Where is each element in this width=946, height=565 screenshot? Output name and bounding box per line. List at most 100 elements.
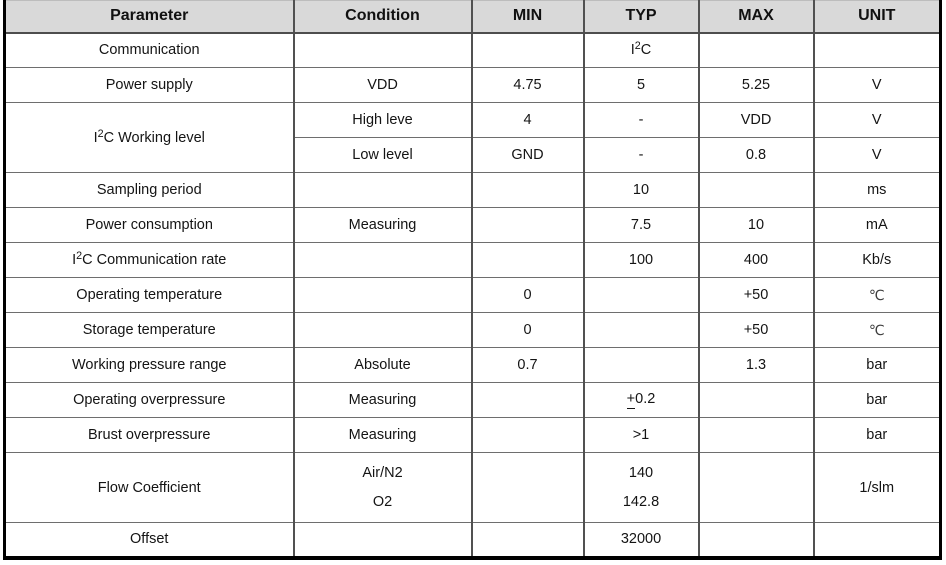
- cell-r13-parameter: Offset: [3, 522, 295, 558]
- table-row: Brust overpressure Measuring >1 bar: [3, 417, 942, 453]
- cell-r11-unit: bar: [812, 417, 942, 453]
- cell-r9-typ: [582, 347, 700, 383]
- cell-r7-unit: ℃: [812, 277, 942, 313]
- table-row: Storage temperature 0 +50 ℃: [3, 312, 942, 348]
- cell-r1-unit: V: [812, 67, 942, 103]
- cell-r0-parameter: Communication: [3, 32, 295, 68]
- cell-r10-condition: Measuring: [292, 382, 473, 418]
- cell-r13-max: [697, 522, 815, 558]
- cell-r9-min: 0.7: [470, 347, 585, 383]
- cell-r2-typ: -: [582, 102, 700, 138]
- column-header-min: MIN: [470, 0, 585, 34]
- cell-r13-unit: [812, 522, 942, 558]
- cell-r5-min: [470, 207, 585, 243]
- cell-r3-unit: V: [812, 137, 942, 173]
- cell-line: Air/N2: [362, 464, 403, 481]
- cell-r4-max: [697, 172, 815, 208]
- cell-r11-parameter: Brust overpressure: [3, 417, 295, 453]
- column-header-typ: TYP: [582, 0, 700, 34]
- table-row: Communication I2C: [3, 32, 942, 68]
- cell-r6-typ: 100: [582, 242, 700, 278]
- cell-r8-max: +50: [697, 312, 815, 348]
- cell-r13-condition: [292, 522, 473, 558]
- specification-table: Parameter Condition MIN TYP MAX UNIT Communic…: [3, 0, 942, 560]
- cell-r0-unit: [812, 32, 942, 68]
- cell-r13-typ: 32000: [582, 522, 700, 558]
- degree-celsius-unit: ℃: [868, 286, 885, 303]
- cell-r2-max: VDD: [697, 102, 815, 138]
- column-header-unit: UNIT: [812, 0, 942, 34]
- cell-r1-parameter: Power supply: [3, 67, 295, 103]
- cell-r12-unit: 1/slm: [812, 452, 942, 523]
- cell-line: 142.8: [622, 493, 660, 510]
- cell-r0-typ: I2C: [582, 32, 700, 68]
- cell-r0-max: [697, 32, 815, 68]
- table-row: Operating overpressure Measuring +0.2 bar: [3, 382, 942, 418]
- cell-r12-condition: Air/N2 O2: [292, 452, 473, 523]
- plus-minus-sign: +: [626, 391, 636, 409]
- cell-r6-condition: [292, 242, 473, 278]
- cell-r8-parameter: Storage temperature: [3, 312, 295, 348]
- cell-r8-unit: ℃: [812, 312, 942, 348]
- cell-r8-min: 0: [470, 312, 585, 348]
- cell-r11-max: [697, 417, 815, 453]
- cell-r10-unit: bar: [812, 382, 942, 418]
- column-header-parameter: Parameter: [3, 0, 295, 34]
- cell-r10-parameter: Operating overpressure: [3, 382, 295, 418]
- degree-celsius-unit: ℃: [868, 321, 885, 338]
- cell-r3-typ: -: [582, 137, 700, 173]
- cell-r9-max: 1.3: [697, 347, 815, 383]
- cell-r2-condition: High leve: [292, 102, 473, 138]
- cell-r4-unit: ms: [812, 172, 942, 208]
- cell-r4-parameter: Sampling period: [3, 172, 295, 208]
- cell-r0-min: [470, 32, 585, 68]
- column-header-max: MAX: [697, 0, 815, 34]
- cell-r6-parameter: I2C Communication rate: [3, 242, 295, 278]
- cell-r2-unit: V: [812, 102, 942, 138]
- cell-r3-max: 0.8: [697, 137, 815, 173]
- cell-r2-min: 4: [470, 102, 585, 138]
- cell-r8-condition: [292, 312, 473, 348]
- cell-r7-min: 0: [470, 277, 585, 313]
- cell-r6-min: [470, 242, 585, 278]
- cell-r4-condition: [292, 172, 473, 208]
- cell-r9-condition: Absolute: [292, 347, 473, 383]
- cell-r10-max: [697, 382, 815, 418]
- cell-r12-max: [697, 452, 815, 523]
- cell-r11-typ: >1: [582, 417, 700, 453]
- cell-r10-min: [470, 382, 585, 418]
- cell-r5-typ: 7.5: [582, 207, 700, 243]
- table-row: Power consumption Measuring 7.5 10 mA: [3, 207, 942, 243]
- table-row: I2C Communication rate 100 400 Kb/s: [3, 242, 942, 278]
- cell-r6-unit: Kb/s: [812, 242, 942, 278]
- cell-line: 140: [628, 464, 654, 481]
- cell-r0-condition: [292, 32, 473, 68]
- cell-r13-min: [470, 522, 585, 558]
- column-header-condition: Condition: [292, 0, 473, 34]
- cell-r1-max: 5.25: [697, 67, 815, 103]
- cell-r5-condition: Measuring: [292, 207, 473, 243]
- table-row: Flow Coefficient Air/N2 O2 140 142.8 1/slm: [3, 452, 942, 523]
- cell-r7-condition: [292, 277, 473, 313]
- cell-r9-parameter: Working pressure range: [3, 347, 295, 383]
- cell-r4-min: [470, 172, 585, 208]
- cell-r7-max: +50: [697, 277, 815, 313]
- table-row: Operating temperature 0 +50 ℃: [3, 277, 942, 313]
- table-row: Working pressure range Absolute 0.7 1.3 bar: [3, 347, 942, 383]
- cell-r7-typ: [582, 277, 700, 313]
- cell-r1-typ: 5: [582, 67, 700, 103]
- cell-r1-min: 4.75: [470, 67, 585, 103]
- cell-r5-max: 10: [697, 207, 815, 243]
- cell-r11-condition: Measuring: [292, 417, 473, 453]
- cell-r9-unit: bar: [812, 347, 942, 383]
- cell-r11-min: [470, 417, 585, 453]
- cell-r12-parameter: Flow Coefficient: [3, 452, 295, 523]
- table-body: Communication I2C Power supply VDD 4.75 5 5.25…: [3, 32, 942, 558]
- cell-r10-typ: +0.2: [582, 382, 700, 418]
- cell-r12-min: [470, 452, 585, 523]
- cell-r12-typ: 140 142.8: [582, 452, 700, 523]
- cell-r8-typ: [582, 312, 700, 348]
- cell-r3-min: GND: [470, 137, 585, 173]
- cell-r5-parameter: Power consumption: [3, 207, 295, 243]
